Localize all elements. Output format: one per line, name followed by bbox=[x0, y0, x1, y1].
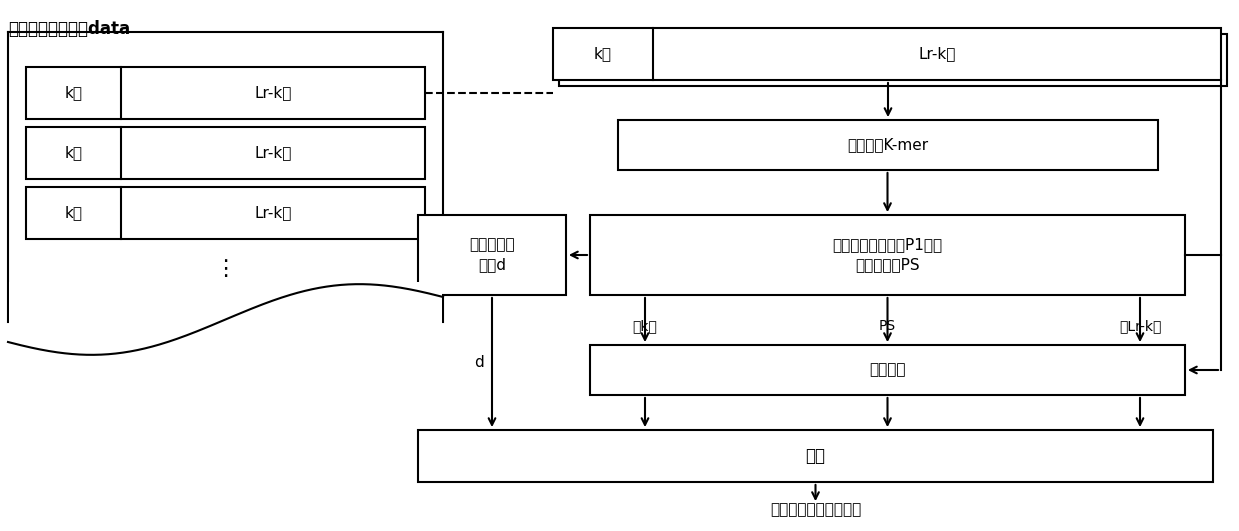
Bar bbox=[553, 28, 1220, 80]
Text: Lr-k位: Lr-k位 bbox=[254, 85, 291, 100]
Text: 后Lr-k位: 后Lr-k位 bbox=[1119, 319, 1161, 333]
Text: ⋮: ⋮ bbox=[214, 259, 237, 279]
Text: 前k位: 前k位 bbox=[633, 319, 658, 333]
Bar bbox=[559, 34, 1227, 86]
Text: 基因测序数据样本data: 基因测序数据样本data bbox=[7, 20, 130, 38]
Bar bbox=[590, 345, 1184, 395]
Bar bbox=[618, 120, 1158, 170]
Text: 提取短串K-mer: 提取短串K-mer bbox=[847, 138, 928, 152]
Text: PS: PS bbox=[878, 319, 896, 333]
Text: 确定正负链
类型d: 确定正负链 类型d bbox=[470, 237, 515, 272]
Bar bbox=[9, 282, 442, 382]
Text: k位: k位 bbox=[64, 85, 83, 100]
Text: 可逆运算: 可逆运算 bbox=[870, 363, 906, 378]
Text: 压缩后的基因测序数据: 压缩后的基因测序数据 bbox=[769, 502, 861, 518]
Bar bbox=[26, 67, 425, 119]
Text: 根据预测数据模型P1获取
预测字符集PS: 根据预测数据模型P1获取 预测字符集PS bbox=[833, 237, 943, 272]
Bar bbox=[418, 430, 1213, 482]
Text: k位: k位 bbox=[64, 205, 83, 220]
Text: d: d bbox=[475, 355, 484, 370]
Bar bbox=[590, 215, 1184, 295]
Text: 压缩: 压缩 bbox=[805, 447, 825, 465]
Text: Lr-k位: Lr-k位 bbox=[254, 205, 291, 220]
Text: Lr-k位: Lr-k位 bbox=[254, 145, 291, 160]
Text: k位: k位 bbox=[64, 145, 83, 160]
Bar bbox=[418, 215, 566, 295]
Text: k位: k位 bbox=[593, 47, 612, 62]
Bar bbox=[26, 187, 425, 239]
Text: Lr-k位: Lr-k位 bbox=[918, 47, 955, 62]
Bar bbox=[26, 127, 425, 179]
